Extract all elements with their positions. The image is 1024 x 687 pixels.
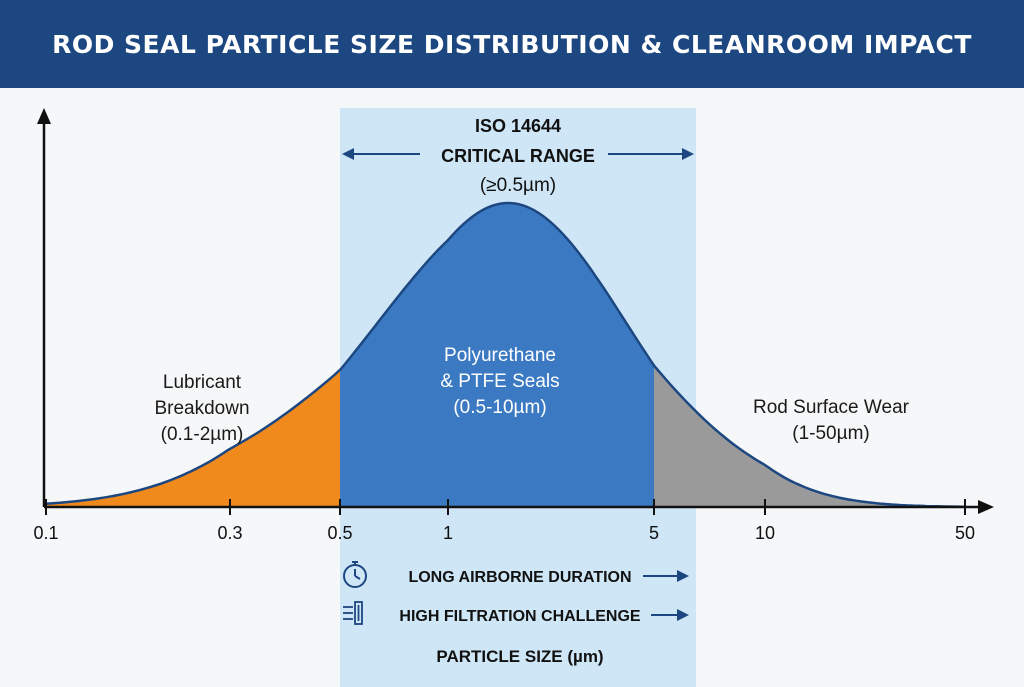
region-area-rod-surface-wear [654, 365, 965, 507]
band-title-line-2: CRITICAL RANGE [441, 146, 595, 166]
x-tick-label: 0.3 [217, 523, 242, 543]
x-tick-label: 10 [755, 523, 775, 543]
x-tick-label: 0.1 [33, 523, 58, 543]
region-label-rod-surface-wear: Rod Surface Wear (1-50µm) [753, 397, 910, 444]
region-label-line: (0.1-2µm) [161, 424, 244, 445]
region-label-line: & PTFE Seals [440, 371, 559, 392]
region-area-lubricant-breakdown [46, 370, 340, 507]
distribution-chart: 0.1 0.3 0.5 1 5 10 50 ISO 14644 CRITICAL RANGE… [33, 108, 994, 687]
x-tick-label: 1 [443, 523, 453, 543]
band-title-line-1: ISO 14644 [475, 116, 561, 136]
note-1-arrowhead [677, 570, 689, 582]
region-label-line: Lubricant [163, 372, 242, 393]
filter-icon [343, 601, 363, 625]
band-arrow-right-head [682, 148, 695, 160]
stopwatch-icon [343, 561, 367, 588]
x-tick-label: 5 [649, 523, 659, 543]
x-axis-arrowhead [978, 500, 994, 514]
region-area-seals [340, 203, 654, 507]
region-label-line: (1-50µm) [792, 423, 869, 444]
region-label-seals: Polyurethane & PTFE Seals (0.5-10µm) [440, 345, 559, 418]
x-tick-label: 50 [955, 523, 975, 543]
band-subtitle: (≥0.5µm) [480, 175, 556, 196]
x-axis-label: PARTICLE SIZE (µm) [436, 647, 603, 666]
x-tick-label: 0.5 [327, 523, 352, 543]
region-label-line: (0.5-10µm) [453, 397, 546, 418]
y-axis-arrowhead [37, 108, 51, 124]
region-label-lubricant-breakdown: Lubricant Breakdown (0.1-2µm) [154, 372, 249, 445]
note-2-arrowhead [677, 609, 689, 621]
region-label-line: Breakdown [154, 398, 249, 419]
x-axis-ticks: 0.1 0.3 0.5 1 5 10 50 [33, 499, 975, 543]
note-long-airborne-duration: LONG AIRBORNE DURATION [408, 569, 631, 586]
note-high-filtration-challenge: HIGH FILTRATION CHALLENGE [399, 608, 640, 625]
page-title: ROD SEAL PARTICLE SIZE DISTRIBUTION & CL… [0, 0, 1024, 88]
region-label-line: Rod Surface Wear [753, 397, 910, 418]
distribution-curve [45, 201, 965, 508]
band-arrow-left-head [342, 148, 354, 160]
region-label-line: Polyurethane [444, 345, 556, 366]
